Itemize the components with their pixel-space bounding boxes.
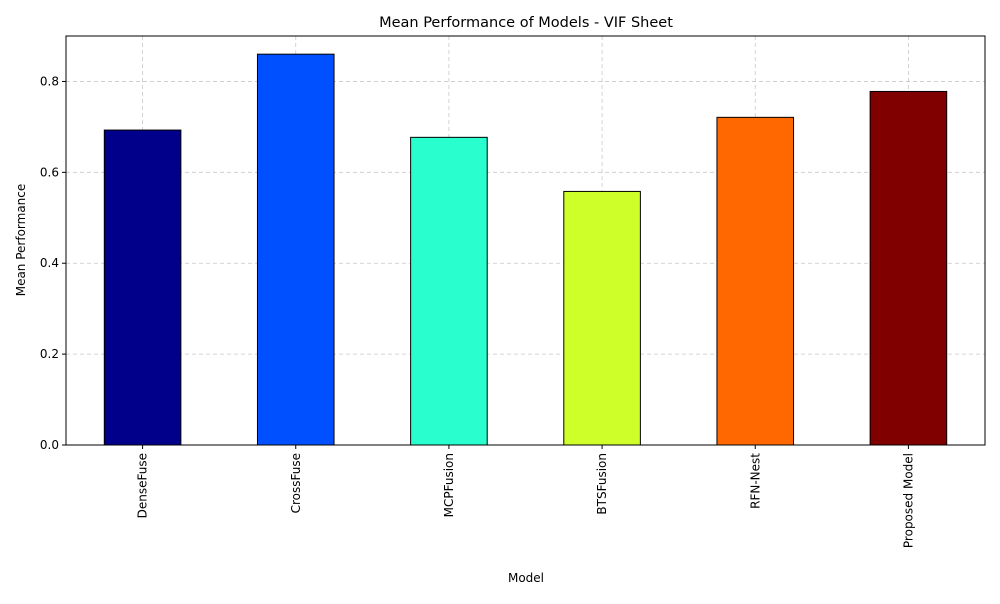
bar-densefuse <box>103 129 182 446</box>
x-tick-label: Proposed Model <box>901 453 915 548</box>
y-tick-label: 0.2 <box>40 347 59 361</box>
x-tick-label: MCPFusion <box>442 453 456 517</box>
x-tick-label: RFN-Nest <box>748 453 762 509</box>
plot-frame <box>65 35 986 446</box>
bar-proposed-model <box>869 90 948 446</box>
chart-title: Mean Performance of Models - VIF Sheet <box>379 15 673 31</box>
x-tick-label: CrossFuse <box>289 453 303 513</box>
y-tick-label: 0.6 <box>40 165 59 179</box>
x-axis-ticks: DenseFuse CrossFuse MCPFusion BTSFusion RFN-… <box>136 445 915 548</box>
x-tick-label: DenseFuse <box>136 453 150 518</box>
bar-rfn-nest <box>716 116 795 446</box>
y-axis-label: Mean Performance <box>14 184 28 297</box>
x-axis-label: Model <box>508 571 544 585</box>
y-tick-label: 0.8 <box>40 74 59 88</box>
bar-mcpfusion <box>410 136 488 446</box>
y-axis-ticks: 0.0 0.2 0.4 0.6 0.8 <box>40 74 66 452</box>
y-tick-label: 0.4 <box>40 256 59 270</box>
bar-btsfusion <box>563 190 641 446</box>
y-tick-label: 0.0 <box>40 438 59 452</box>
bar-crossfuse <box>256 53 335 446</box>
bars <box>103 53 948 446</box>
x-tick-label: BTSFusion <box>595 453 609 515</box>
